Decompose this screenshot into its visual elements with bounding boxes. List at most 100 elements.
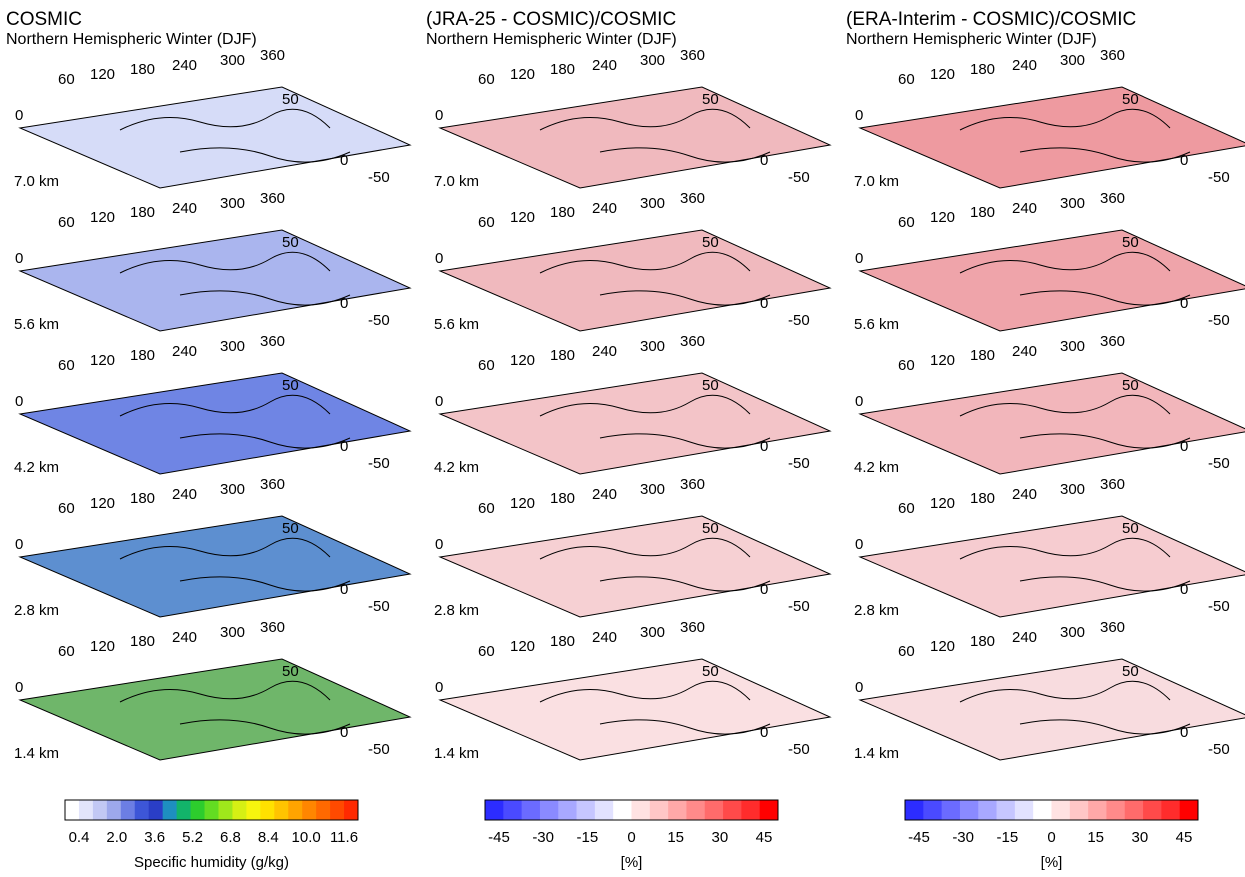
x-tick-label: 240	[1012, 57, 1037, 74]
colorbar-label: [%]	[621, 854, 643, 871]
x-tick-label: 360	[680, 619, 705, 636]
x-tick-label: 60	[478, 643, 495, 660]
x-tick-label: 0	[15, 107, 23, 124]
x-tick-label: 120	[510, 495, 535, 512]
colorbar-swatch	[246, 800, 261, 820]
coastline	[179, 719, 351, 735]
colorbar-swatch	[232, 800, 247, 820]
colorbar-tick-label: 30	[711, 829, 728, 846]
x-tick-label: 360	[1100, 333, 1125, 350]
level-label: 5.6 km	[14, 316, 59, 333]
x-tick-label: 180	[550, 61, 575, 78]
y-tick-label: 0	[1180, 295, 1188, 312]
colorbar-tick-label: 15	[1087, 829, 1104, 846]
x-tick-label: 360	[1100, 47, 1125, 64]
x-tick-label: 60	[478, 357, 495, 374]
colorbar-swatch	[274, 800, 289, 820]
x-tick-label: 360	[680, 190, 705, 207]
coastline	[959, 680, 1171, 703]
y-tick-label: 0	[1180, 581, 1188, 598]
coastline	[179, 147, 351, 163]
level-label: 1.4 km	[434, 745, 479, 762]
colorbar-swatch	[521, 800, 541, 820]
y-tick-label: 50	[702, 91, 719, 108]
colorbar-swatch	[959, 800, 979, 820]
level-label: 2.8 km	[854, 602, 899, 619]
colorbar-swatch	[613, 800, 632, 820]
level-label: 1.4 km	[14, 745, 59, 762]
x-tick-label: 0	[855, 393, 863, 410]
colorbar-swatch	[1106, 800, 1126, 820]
colorbar-tick-label: -45	[908, 829, 930, 846]
colorbar-swatch	[704, 800, 724, 820]
colorbar-swatch	[92, 800, 108, 820]
map-surface	[438, 86, 832, 189]
colorbar-swatch	[905, 800, 924, 820]
x-tick-label: 240	[1012, 629, 1037, 646]
colorbar-tick-label: 0.4	[69, 829, 90, 846]
coastline	[119, 537, 331, 560]
x-tick-label: 300	[640, 481, 665, 498]
coastline	[1019, 433, 1191, 449]
level-label: 4.2 km	[434, 459, 479, 476]
colorbar-swatch	[923, 800, 943, 820]
colorbar-swatch	[316, 800, 331, 820]
colorbar-swatch	[978, 800, 998, 820]
x-tick-label: 60	[898, 357, 915, 374]
coastline	[1019, 719, 1191, 735]
x-tick-label: 180	[550, 490, 575, 507]
x-tick-label: 300	[220, 338, 245, 355]
x-tick-label: 360	[680, 476, 705, 493]
colorbar-swatch	[134, 800, 150, 820]
coastline	[599, 576, 771, 592]
map-surface	[858, 372, 1245, 475]
coastline	[539, 251, 751, 274]
colorbar-swatch	[741, 800, 761, 820]
x-tick-label: 60	[898, 643, 915, 660]
x-tick-label: 120	[90, 495, 115, 512]
coastline	[959, 251, 1171, 274]
y-tick-label: 50	[1122, 377, 1139, 394]
colorbar-swatch	[65, 800, 80, 820]
x-tick-label: 180	[130, 347, 155, 364]
level-label: 5.6 km	[434, 316, 479, 333]
x-tick-label: 180	[130, 61, 155, 78]
x-tick-label: 360	[680, 333, 705, 350]
y-tick-label: 50	[282, 520, 299, 537]
y-tick-label: -50	[788, 455, 810, 472]
panel-title: (JRA-25 - COSMIC)/COSMIC	[426, 9, 676, 30]
x-tick-label: 180	[970, 490, 995, 507]
colorbar-tick-label: 0	[1047, 829, 1055, 846]
coastline	[1019, 290, 1191, 306]
y-tick-label: 50	[282, 377, 299, 394]
x-tick-label: 120	[510, 638, 535, 655]
y-tick-label: 50	[282, 663, 299, 680]
x-tick-label: 360	[1100, 476, 1125, 493]
x-tick-label: 180	[970, 633, 995, 650]
x-tick-label: 180	[970, 61, 995, 78]
x-tick-label: 300	[640, 338, 665, 355]
colorbar-swatch	[1014, 800, 1034, 820]
y-tick-label: 0	[760, 581, 768, 598]
colorbar-label: Specific humidity (g/kg)	[134, 854, 289, 871]
x-tick-label: 240	[172, 486, 197, 503]
colorbar-swatch	[162, 800, 178, 820]
x-tick-label: 300	[640, 195, 665, 212]
level-label: 2.8 km	[14, 602, 59, 619]
x-tick-label: 240	[592, 629, 617, 646]
x-tick-label: 300	[220, 624, 245, 641]
coastline	[599, 719, 771, 735]
colorbar-tick-label: 45	[1176, 829, 1193, 846]
colorbar-swatch	[1143, 800, 1162, 820]
x-tick-label: 0	[15, 250, 23, 267]
x-tick-label: 360	[260, 190, 285, 207]
x-tick-label: 180	[550, 204, 575, 221]
x-tick-label: 180	[130, 490, 155, 507]
colorbar-swatch	[330, 800, 345, 820]
colorbar-swatch	[1161, 800, 1181, 820]
x-tick-label: 60	[898, 500, 915, 517]
y-tick-label: 50	[1122, 520, 1139, 537]
y-tick-label: -50	[1208, 455, 1230, 472]
